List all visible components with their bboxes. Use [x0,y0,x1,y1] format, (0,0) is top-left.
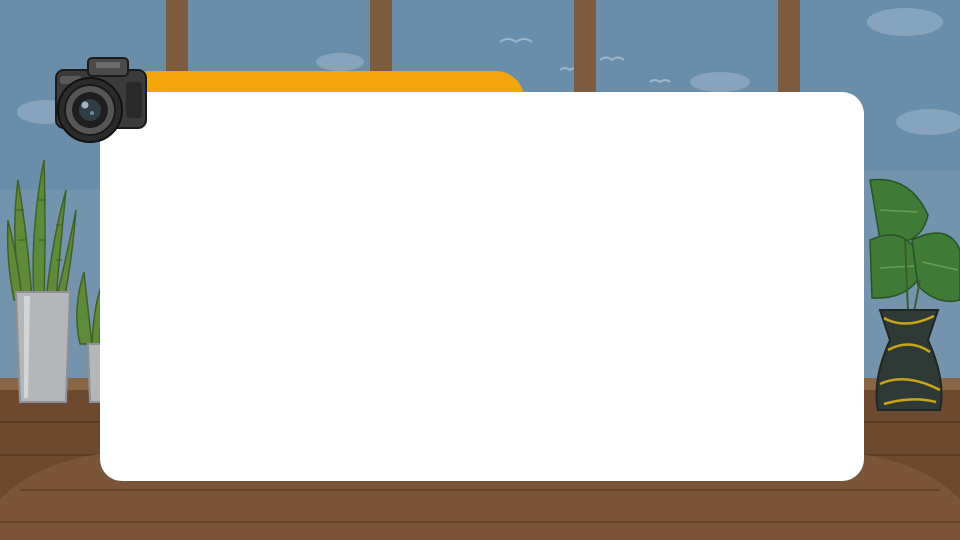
table-planks [0,489,960,523]
camera-icon [55,57,147,143]
monstera-plant-icon [869,178,960,411]
content-card [100,92,864,481]
clouds [17,8,960,135]
snake-plant-icon [6,159,77,403]
